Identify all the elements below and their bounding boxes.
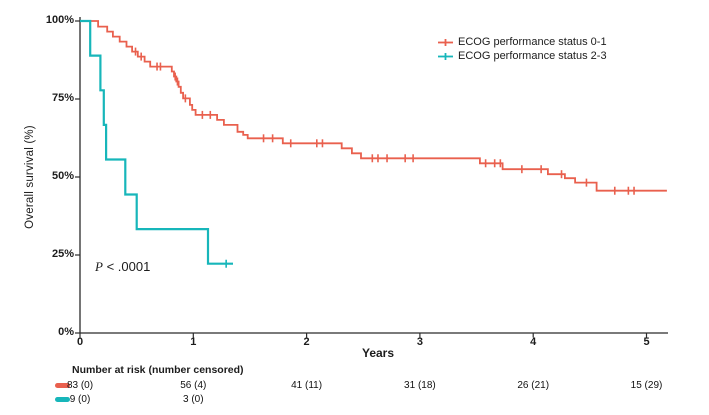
risk-value: 9 (0) bbox=[69, 393, 91, 405]
risk-value: 41 (11) bbox=[291, 379, 323, 391]
risk-value: 56 (4) bbox=[180, 379, 207, 391]
x-tick-label: 4 bbox=[530, 336, 537, 348]
risk-value: 3 (0) bbox=[183, 393, 204, 405]
risk-row-marker bbox=[55, 397, 70, 402]
x-axis-title: Years bbox=[361, 346, 395, 360]
risk-table-header: Number at risk (number censored) bbox=[72, 364, 244, 376]
risk-value: 83 (0) bbox=[66, 379, 94, 391]
legend-marker-layer bbox=[438, 39, 453, 60]
pvalue-annotation: P < .0001 bbox=[95, 259, 150, 275]
y-tick-label: 25% bbox=[51, 248, 74, 260]
y-tick-label: 50% bbox=[51, 170, 74, 182]
legend-item-ecog-0-1: ECOG performance status 0-1 bbox=[458, 36, 607, 48]
risk-row-marker bbox=[55, 383, 70, 388]
survival-curves-layer bbox=[80, 19, 667, 268]
x-tick-label: 5 bbox=[643, 336, 650, 348]
survival-curve-1 bbox=[80, 19, 233, 265]
risk-value: 15 (29) bbox=[630, 379, 663, 391]
x-tick-label: 0 bbox=[76, 336, 84, 348]
x-tick-label: 2 bbox=[303, 336, 310, 348]
y-tick-label: 100% bbox=[45, 14, 74, 26]
y-tick-label: 75% bbox=[51, 92, 74, 104]
x-tick-label: 1 bbox=[190, 336, 197, 348]
pvalue-text: < .0001 bbox=[102, 259, 151, 274]
risk-value: 31 (18) bbox=[404, 379, 436, 391]
risk-value: 26 (21) bbox=[517, 379, 550, 391]
y-tick-label: 0% bbox=[58, 326, 74, 338]
legend-item-ecog-2-3: ECOG performance status 2-3 bbox=[458, 50, 607, 62]
axes-layer bbox=[75, 17, 668, 338]
survival-curve-0 bbox=[80, 20, 667, 192]
pvalue-symbol: P bbox=[95, 259, 103, 274]
x-tick-label: 3 bbox=[416, 336, 423, 348]
